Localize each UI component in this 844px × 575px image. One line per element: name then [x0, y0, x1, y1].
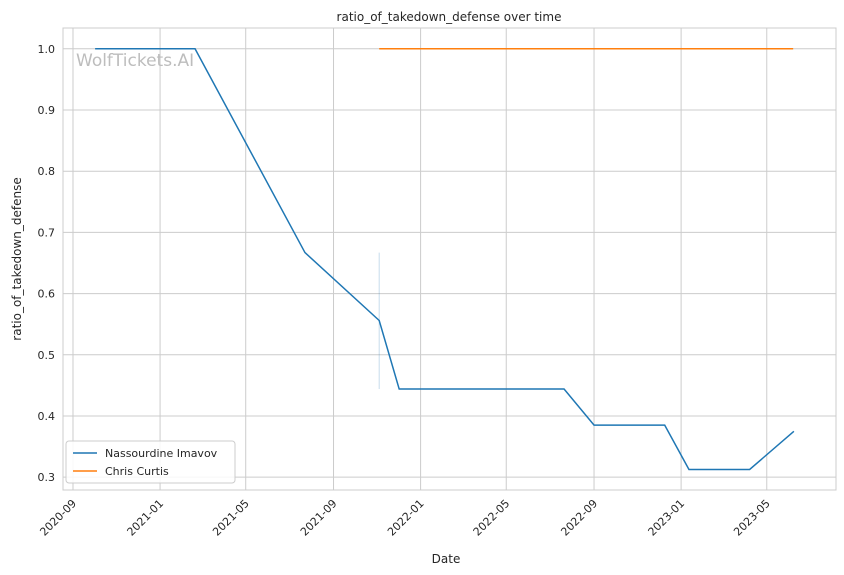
x-tick-label: 2021-05: [210, 497, 252, 539]
marks: [95, 48, 795, 471]
x-tick-label: 2022-09: [558, 497, 600, 539]
y-axis-label: ratio_of_takedown_defense: [10, 177, 24, 340]
y-tick-label: 0.7: [38, 226, 56, 239]
x-tick-label: 2021-09: [298, 497, 340, 539]
x-tick-label: 2023-01: [646, 497, 688, 539]
y-tick-label: 1.0: [38, 43, 56, 56]
chart-title: ratio_of_takedown_defense over time: [337, 10, 562, 24]
y-tick-label: 0.5: [38, 349, 56, 362]
x-axis-label: Date: [432, 552, 461, 566]
legend-label-1: Chris Curtis: [105, 465, 169, 478]
watermark: WolfTickets.AI: [76, 51, 194, 71]
y-tick-label: 0.8: [38, 165, 56, 178]
y-tick-label: 0.3: [38, 471, 56, 484]
legend-label-0: Nassourdine Imavov: [105, 447, 218, 460]
y-tick-label: 0.6: [38, 288, 56, 301]
x-tick-label: 2021-01: [124, 497, 166, 539]
grid: [63, 28, 836, 490]
series-line-0: [95, 48, 795, 471]
plot-frame: [62, 27, 837, 491]
y-tick-label: 0.9: [38, 104, 56, 117]
x-tick-label: 2022-01: [385, 497, 427, 539]
x-tick-label: 2020-09: [37, 497, 79, 539]
x-tick-label: 2023-05: [731, 497, 773, 539]
y-tick-label: 0.4: [38, 410, 56, 423]
legend: Nassourdine Imavov Chris Curtis: [65, 440, 236, 484]
x-tick-label: 2022-05: [471, 497, 513, 539]
